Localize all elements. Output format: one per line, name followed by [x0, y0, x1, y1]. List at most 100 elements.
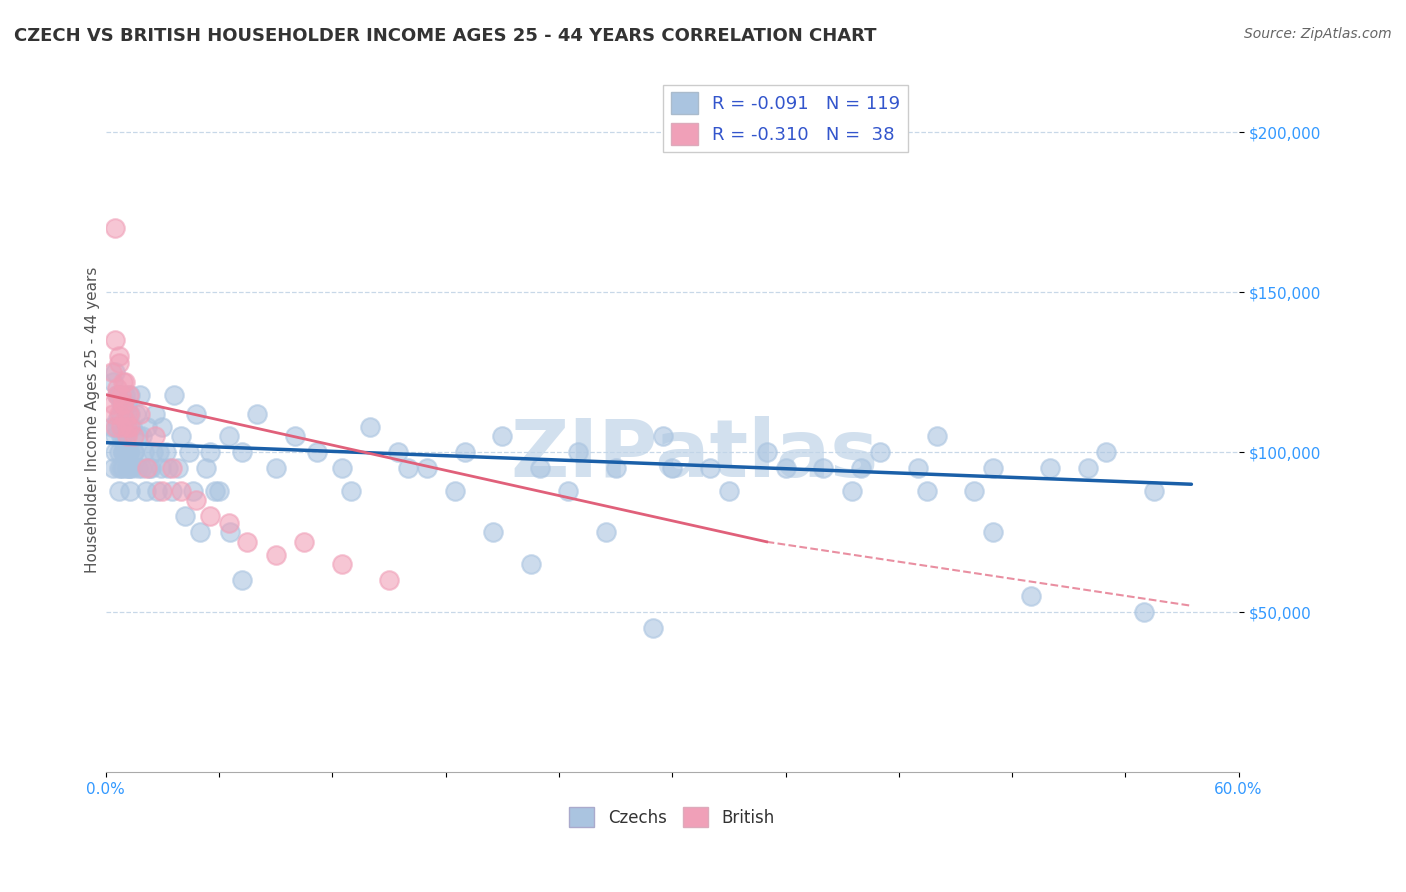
Point [117, 445, 139, 459]
Point [813, 461, 835, 475]
Point [120, 419, 142, 434]
Point [146, 483, 169, 498]
Point [108, 387, 131, 401]
Point [111, 397, 134, 411]
Point [1133, 605, 1156, 619]
Point [1143, 483, 1166, 498]
Point [198, 445, 221, 459]
Point [915, 483, 938, 498]
Point [103, 461, 125, 475]
Point [246, 407, 269, 421]
Y-axis label: Householder Income Ages 25 - 44 years: Householder Income Ages 25 - 44 years [86, 267, 100, 574]
Point [643, 621, 665, 635]
Point [264, 548, 287, 562]
Point [117, 445, 139, 459]
Point [198, 509, 221, 524]
Point [114, 375, 136, 389]
Point [104, 221, 127, 235]
Point [925, 429, 948, 443]
Point [841, 483, 863, 498]
Point [111, 461, 134, 475]
Point [143, 429, 166, 443]
Point [155, 445, 177, 459]
Point [120, 483, 142, 498]
Point [651, 429, 673, 443]
Point [108, 407, 131, 421]
Point [453, 445, 475, 459]
Point [340, 483, 363, 498]
Point [143, 407, 166, 421]
Point [128, 387, 150, 401]
Point [1039, 461, 1062, 475]
Point [100, 365, 122, 379]
Point [103, 397, 125, 411]
Point [717, 483, 740, 498]
Point [136, 461, 159, 475]
Point [1077, 461, 1099, 475]
Point [110, 407, 132, 421]
Point [292, 534, 315, 549]
Text: ZIPatlas: ZIPatlas [510, 417, 879, 494]
Point [127, 461, 149, 475]
Point [110, 461, 132, 475]
Point [122, 445, 145, 459]
Point [284, 429, 307, 443]
Point [142, 445, 165, 459]
Point [160, 461, 183, 475]
Point [122, 445, 145, 459]
Point [121, 419, 143, 434]
Point [131, 429, 153, 443]
Point [128, 407, 150, 421]
Point [148, 445, 170, 459]
Point [981, 525, 1004, 540]
Point [330, 557, 353, 571]
Point [115, 429, 138, 443]
Point [160, 483, 183, 498]
Point [163, 387, 186, 401]
Point [115, 419, 138, 434]
Point [491, 429, 513, 443]
Point [136, 419, 159, 434]
Point [605, 461, 627, 475]
Point [152, 483, 174, 498]
Point [127, 429, 149, 443]
Point [907, 461, 929, 475]
Text: Source: ZipAtlas.com: Source: ZipAtlas.com [1244, 27, 1392, 41]
Point [114, 419, 136, 434]
Point [157, 461, 180, 475]
Point [108, 356, 131, 370]
Point [131, 461, 153, 475]
Point [981, 461, 1004, 475]
Point [557, 483, 579, 498]
Point [105, 381, 128, 395]
Point [117, 461, 139, 475]
Point [194, 461, 217, 475]
Point [103, 375, 125, 389]
Point [236, 534, 259, 549]
Point [104, 365, 127, 379]
Point [115, 407, 138, 421]
Point [110, 397, 132, 411]
Point [231, 445, 253, 459]
Point [110, 429, 132, 443]
Text: CZECH VS BRITISH HOUSEHOLDER INCOME AGES 25 - 44 YEARS CORRELATION CHART: CZECH VS BRITISH HOUSEHOLDER INCOME AGES… [14, 27, 876, 45]
Point [111, 397, 134, 411]
Point [699, 461, 721, 475]
Point [219, 525, 242, 540]
Point [218, 429, 240, 443]
Point [416, 461, 439, 475]
Point [775, 461, 797, 475]
Point [869, 445, 891, 459]
Point [111, 445, 134, 459]
Point [208, 483, 231, 498]
Point [359, 419, 381, 434]
Point [849, 461, 872, 475]
Point [105, 387, 128, 401]
Point [104, 334, 127, 348]
Point [105, 413, 128, 427]
Point [519, 557, 541, 571]
Point [103, 407, 125, 421]
Point [204, 483, 226, 498]
Point [125, 407, 148, 421]
Point [117, 461, 139, 475]
